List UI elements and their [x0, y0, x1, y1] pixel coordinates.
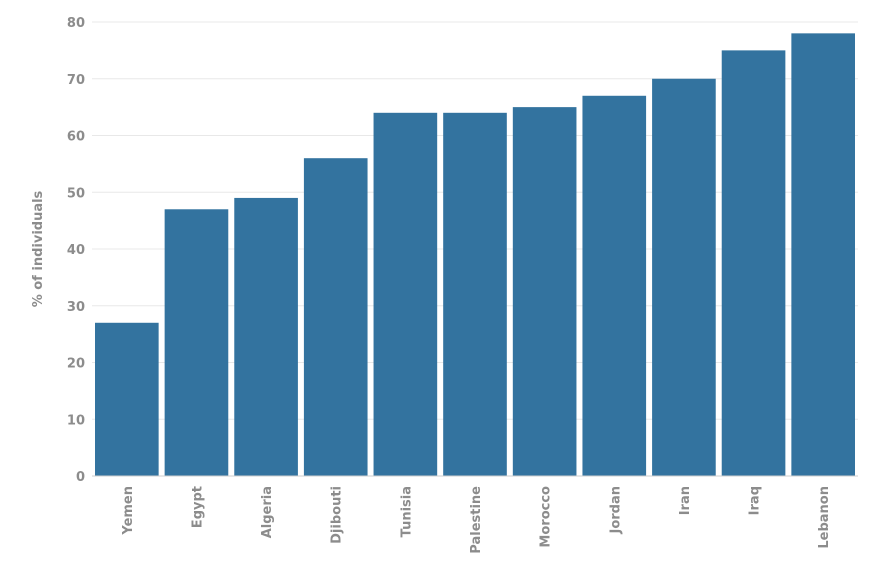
bar-iran[interactable] — [652, 78, 716, 476]
bar-djibouti[interactable] — [303, 158, 368, 476]
bar-palestine[interactable] — [443, 112, 507, 477]
x-tick-label-egypt: Egypt — [190, 486, 205, 528]
x-tick-label-lebanon: Lebanon — [817, 486, 832, 549]
x-tick-label-iraq: Iraq — [748, 486, 763, 515]
y-tick-label: 50 — [67, 186, 85, 201]
y-axis-title: % of individuals — [31, 190, 46, 307]
x-tick-label-jordan: Jordan — [608, 486, 623, 535]
x-tick-label-yemen: Yemen — [121, 486, 136, 536]
y-tick-label: 40 — [67, 243, 85, 258]
y-tick-label: 10 — [67, 413, 85, 428]
bar-jordan[interactable] — [582, 95, 647, 477]
bar-morocco[interactable] — [512, 107, 577, 476]
x-tick-label-algeria: Algeria — [260, 486, 275, 538]
x-axis-labels: Yemen Egypt Algeria Djibouti Tunisia Palestin… — [121, 486, 832, 554]
bars — [95, 33, 855, 477]
x-tick-label-djibouti: Djibouti — [330, 486, 345, 544]
y-tick-label: 80 — [67, 16, 85, 31]
y-tick-label: 0 — [76, 470, 85, 485]
x-tick-label-tunisia: Tunisia — [399, 486, 414, 537]
bar-yemen[interactable] — [95, 322, 159, 476]
y-tick-label: 70 — [67, 73, 85, 88]
y-tick-label: 30 — [67, 300, 85, 315]
bar-tunisia[interactable] — [373, 112, 438, 477]
bar-iraq[interactable] — [721, 50, 786, 476]
x-tick-label-iran: Iran — [678, 486, 693, 515]
x-tick-label-morocco: Morocco — [539, 486, 554, 548]
bar-lebanon[interactable] — [791, 33, 855, 476]
bar-egypt[interactable] — [164, 209, 229, 476]
y-tick-label: 60 — [67, 130, 85, 145]
bar-algeria[interactable] — [234, 197, 298, 477]
y-tick-label: 20 — [67, 357, 85, 372]
x-tick-label-palestine: Palestine — [469, 486, 484, 554]
y-axis-ticks: 0 10 20 30 40 50 60 70 80 — [67, 16, 85, 485]
